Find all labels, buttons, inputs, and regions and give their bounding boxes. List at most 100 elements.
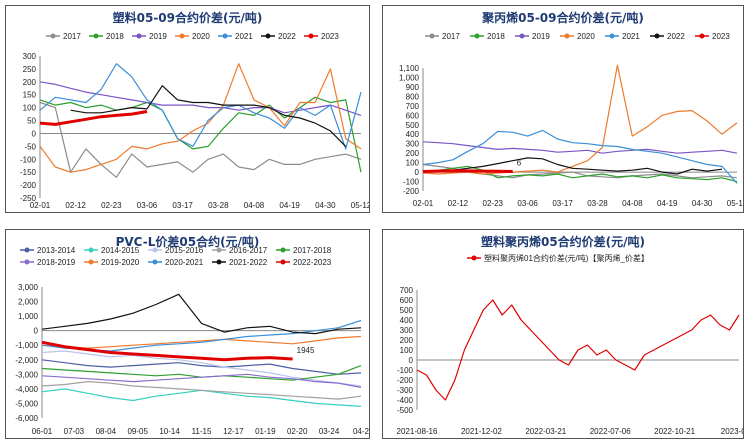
- x-tick-label: 03-28: [208, 201, 229, 210]
- y-tick-label: 0: [415, 168, 420, 177]
- legend-label: 2022-2023: [293, 258, 332, 267]
- legend-marker: [429, 33, 435, 39]
- y-tick-label: -250: [20, 194, 37, 203]
- series-line-2013-2014: [41, 359, 362, 375]
- x-tick-label: 02-01: [413, 199, 434, 208]
- y-tick-label: -500: [397, 406, 414, 415]
- y-tick-label: -5,000: [15, 399, 38, 408]
- legend-marker: [24, 259, 30, 265]
- y-tick-label: 3,000: [18, 283, 39, 292]
- x-tick-label: 2023-02-0: [721, 427, 743, 436]
- legend-label: 2016-2017: [229, 246, 268, 255]
- y-tick-label: -3,000: [15, 370, 38, 379]
- y-tick-label: 700: [400, 286, 414, 295]
- series-line-2018: [422, 165, 738, 183]
- y-tick-label: 1,100: [399, 64, 420, 73]
- series-line-2022: [452, 157, 723, 175]
- x-tick-label: 02-23: [483, 199, 504, 208]
- y-tick-label: 2,000: [18, 298, 39, 307]
- annotation-label: 1945: [297, 346, 315, 355]
- legend-label: 2023: [321, 32, 339, 41]
- chart-panel-pe-spread: 塑料05-09合约价差(元/吨) -250 -200 -150 -100 -50 0 50 1…: [5, 5, 370, 213]
- x-tick-label: 2021-12-02: [461, 427, 502, 436]
- x-tick-label: 2022-07-06: [590, 427, 631, 436]
- legend-label: 2018: [106, 32, 124, 41]
- series-line-2020: [422, 64, 738, 175]
- pe-spread-chart: -250 -200 -150 -100 -50 0 50 100 150 200 250 300 02-…: [20, 32, 369, 210]
- x-tick-label: 03-24: [319, 427, 340, 436]
- legend-marker: [222, 33, 228, 39]
- y-tick-label: 600: [400, 296, 414, 305]
- series-line-2021: [39, 63, 362, 150]
- y-tick-label: 300: [400, 326, 414, 335]
- y-tick-label: 150: [23, 91, 37, 100]
- y-tick-label: -1,000: [15, 341, 38, 350]
- legend-marker: [24, 247, 30, 253]
- y-tick-label: 500: [406, 121, 420, 130]
- y-tick-label: -100: [397, 366, 414, 375]
- legend-marker: [216, 259, 222, 265]
- x-tick-label: 07-03: [64, 427, 85, 436]
- y-tick-label: -300: [397, 386, 414, 395]
- legend-marker: [179, 33, 185, 39]
- legend-label: 2018: [487, 32, 505, 41]
- x-tick-label: 04-19: [657, 199, 678, 208]
- legend-marker: [88, 247, 94, 253]
- legend-label: 2019-2020: [101, 258, 140, 267]
- series-line-2019: [422, 141, 738, 154]
- series-line-2017-2018: [41, 365, 362, 381]
- y-tick-label: 250: [23, 65, 37, 74]
- legend-label: 2022: [278, 32, 296, 41]
- pe-pp-spread-chart: -500-400-300-200-10001002003004005006007…: [397, 253, 743, 436]
- y-tick-label: 50: [27, 117, 36, 126]
- legend-marker: [654, 33, 660, 39]
- y-tick-label: 1,000: [399, 73, 420, 82]
- legend-marker: [699, 33, 705, 39]
- y-tick-label: 200: [400, 336, 414, 345]
- legend-marker: [93, 33, 99, 39]
- legend-marker: [152, 259, 158, 265]
- x-tick-label: 2021-08-16: [397, 427, 438, 436]
- y-tick-label: -4,000: [15, 385, 38, 394]
- legend-label: 2019: [149, 32, 167, 41]
- legend-label: 2014-2015: [101, 246, 140, 255]
- y-tick-label: -50: [24, 142, 36, 151]
- y-tick-label: 0: [32, 129, 37, 138]
- series-line-2021: [422, 129, 738, 184]
- y-tick-label: -400: [397, 396, 414, 405]
- y-tick-label: -200: [397, 376, 414, 385]
- legend-marker: [609, 33, 615, 39]
- legend-label: 2018-2019: [37, 258, 76, 267]
- annotation-label: 6: [517, 159, 522, 168]
- legend-label: 2020-2021: [165, 258, 204, 267]
- pvc-l-spread-chart: -6,000 -5,000 -4,000 -3,000 -2,000 -1,000 0 1,0…: [15, 246, 369, 436]
- series-line-2022: [70, 85, 347, 147]
- chart-panel-pp-spread: 聚丙烯05-09合约价差(元/吨) -200 -100 0 100 200 300 400 5…: [382, 5, 744, 213]
- series-line-2020: [39, 63, 362, 173]
- y-tick-label: -100: [20, 155, 37, 164]
- legend-label: 2015-2016: [165, 246, 204, 255]
- series-line-2022-2023: [41, 340, 293, 362]
- legend-marker: [280, 247, 286, 253]
- x-tick-label: 02-20: [287, 427, 308, 436]
- y-tick-label: 200: [406, 149, 420, 158]
- y-tick-label: 0: [34, 327, 39, 336]
- x-tick-label: 06-01: [32, 427, 53, 436]
- legend-label: 2020: [192, 32, 210, 41]
- x-tick-label: 12-17: [223, 427, 244, 436]
- y-tick-label: -2,000: [15, 356, 38, 365]
- legend-label: 2020: [577, 32, 595, 41]
- x-tick-label: 04-08: [622, 199, 643, 208]
- x-tick-label: 03-28: [587, 199, 608, 208]
- x-tick-label: 08-04: [96, 427, 117, 436]
- legend-marker: [50, 33, 56, 39]
- x-tick-label: 01-19: [255, 427, 276, 436]
- series-line-2017: [39, 101, 362, 178]
- x-tick-label: 10-14: [159, 427, 180, 436]
- y-tick-label: -6,000: [15, 414, 38, 423]
- x-tick-label: 05-12: [351, 201, 369, 210]
- x-tick-label: 04-30: [315, 201, 336, 210]
- x-tick-label: 2022-10-21: [654, 427, 695, 436]
- x-tick-label: 03-06: [137, 201, 158, 210]
- legend-label: 2013-2014: [37, 246, 76, 255]
